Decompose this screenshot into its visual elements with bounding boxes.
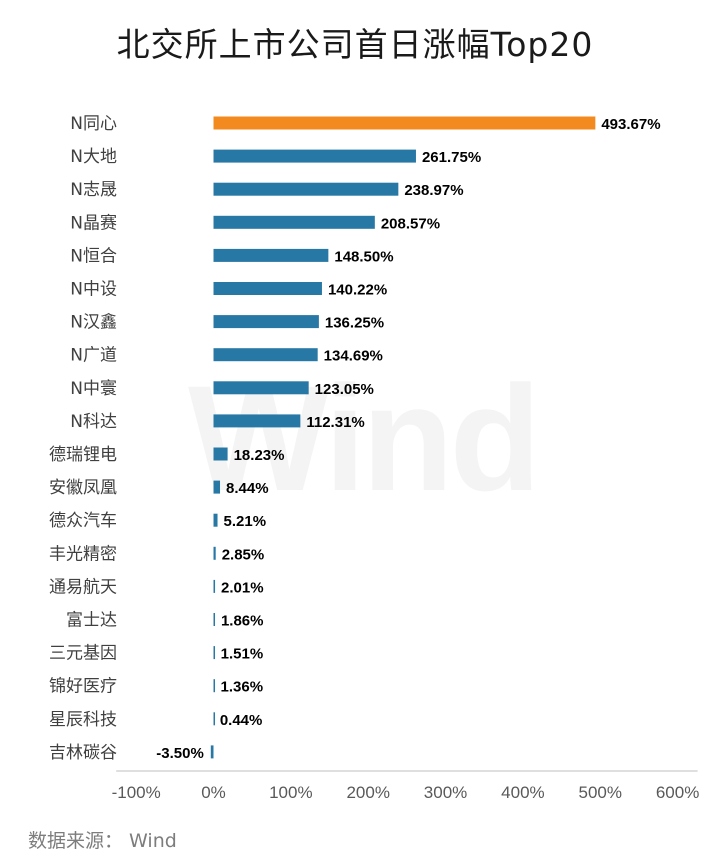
data-label: 18.23% bbox=[234, 447, 285, 464]
bar-星辰科技 bbox=[213, 712, 215, 726]
category-label: N广道 bbox=[70, 346, 117, 366]
bar-吉林碳谷 bbox=[210, 745, 214, 759]
bar-三元基因 bbox=[213, 646, 215, 660]
bar-N同心 bbox=[213, 116, 596, 130]
bar-N广道 bbox=[213, 348, 318, 362]
category-label: 三元基因 bbox=[49, 644, 117, 664]
bar-N大地 bbox=[213, 149, 416, 163]
x-tick-label: 200% bbox=[346, 783, 389, 802]
source-note: 数据来源： Wind bbox=[28, 830, 177, 852]
data-label: 8.44% bbox=[226, 480, 269, 497]
bar-N汉鑫 bbox=[213, 315, 319, 329]
data-label: 261.75% bbox=[422, 149, 481, 166]
category-label: 德瑞锂电 bbox=[49, 445, 117, 465]
category-label: N恒合 bbox=[70, 246, 117, 266]
bar-安徽凤凰 bbox=[213, 480, 221, 494]
data-label: 136.25% bbox=[325, 315, 384, 332]
data-label: 208.57% bbox=[381, 215, 440, 232]
bar-N中寰 bbox=[213, 381, 309, 395]
x-tick-label: 600% bbox=[656, 783, 699, 802]
data-label: 112.31% bbox=[306, 414, 364, 431]
bar-N志晟 bbox=[213, 182, 399, 196]
data-label: 493.67% bbox=[601, 116, 660, 133]
x-tick-label: 0% bbox=[201, 783, 226, 802]
x-tick-label: 400% bbox=[501, 783, 544, 802]
category-label: N同心 bbox=[70, 114, 117, 134]
data-label: 1.36% bbox=[221, 679, 264, 696]
category-label: 吉林碳谷 bbox=[49, 743, 117, 763]
chart-title: 北交所上市公司首日涨幅Top20 bbox=[116, 25, 594, 64]
category-label: 星辰科技 bbox=[49, 710, 117, 730]
bar-N晶赛 bbox=[213, 215, 375, 229]
data-label: 2.85% bbox=[222, 546, 265, 563]
category-label: 安徽凤凰 bbox=[49, 478, 117, 498]
data-label: 140.22% bbox=[328, 282, 387, 299]
category-label: 德众汽车 bbox=[49, 511, 117, 531]
bar-N科达 bbox=[213, 414, 301, 428]
bar-N中设 bbox=[213, 282, 322, 295]
x-tick-label: 100% bbox=[269, 783, 312, 802]
data-label: 238.97% bbox=[404, 182, 463, 199]
data-label: 1.86% bbox=[221, 613, 264, 630]
data-label: 5.21% bbox=[224, 513, 267, 530]
data-label: 1.51% bbox=[221, 646, 264, 663]
bar-锦好医疗 bbox=[213, 679, 215, 693]
data-label: 0.44% bbox=[220, 712, 263, 729]
bar-德众汽车 bbox=[213, 513, 218, 527]
category-label: 丰光精密 bbox=[49, 544, 117, 564]
data-label: -3.50% bbox=[156, 745, 204, 762]
category-label: N志晟 bbox=[70, 180, 117, 200]
data-label: 2.01% bbox=[221, 579, 264, 596]
bar-通易航天 bbox=[213, 579, 216, 593]
x-tick-label: 500% bbox=[579, 783, 622, 802]
category-label: 锦好医疗 bbox=[49, 677, 117, 697]
bar-N恒合 bbox=[213, 248, 329, 262]
category-label: N中设 bbox=[70, 280, 117, 300]
bar-丰光精密 bbox=[213, 546, 216, 560]
bar-德瑞锂电 bbox=[213, 447, 228, 461]
category-label: 通易航天 bbox=[49, 577, 117, 597]
bar-富士达 bbox=[213, 613, 215, 626]
category-label: N汉鑫 bbox=[70, 313, 117, 333]
category-label: N中寰 bbox=[70, 378, 117, 399]
data-label: 148.50% bbox=[334, 248, 393, 265]
category-label: N科达 bbox=[70, 412, 117, 432]
category-label: N晶赛 bbox=[70, 212, 117, 233]
data-label: 123.05% bbox=[315, 381, 374, 398]
data-label: 134.69% bbox=[324, 348, 383, 365]
x-tick-label: 300% bbox=[424, 783, 467, 802]
x-tick-label: -100% bbox=[112, 783, 161, 802]
category-label: N大地 bbox=[70, 147, 117, 167]
category-label: 富士达 bbox=[66, 611, 117, 631]
